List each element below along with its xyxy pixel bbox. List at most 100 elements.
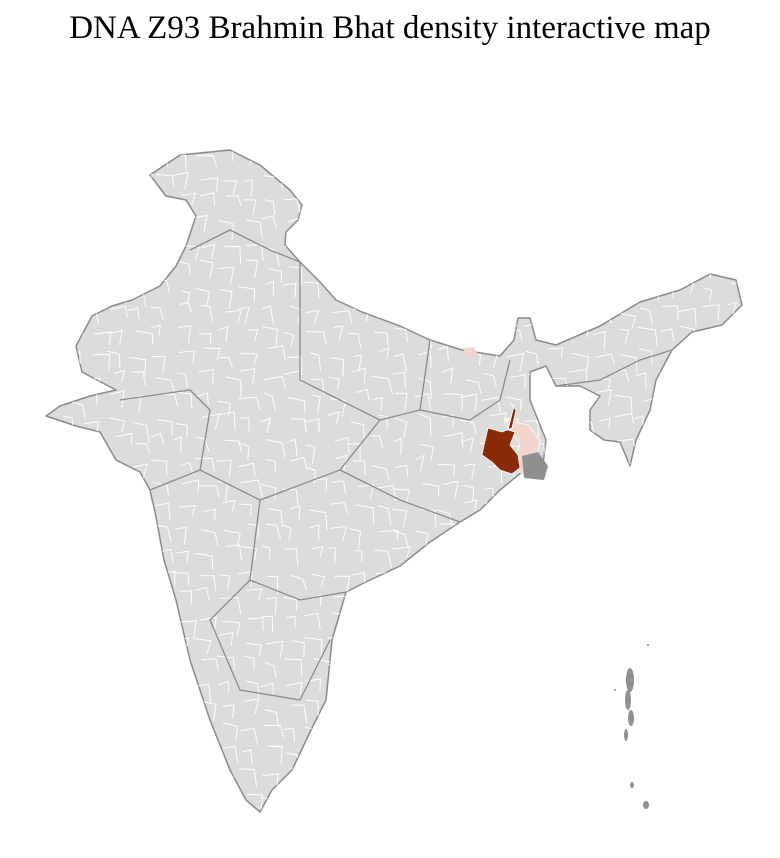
state-line: [555, 349, 673, 387]
district-line: [371, 750, 386, 768]
district-line: [458, 267, 477, 279]
district-line: [199, 259, 214, 279]
district-line: [109, 200, 128, 219]
district-line: [524, 155, 535, 173]
district-line: [378, 414, 388, 431]
district-line: [504, 677, 521, 696]
district-line: [106, 243, 126, 259]
district-line: [481, 532, 495, 552]
district-line: [246, 794, 264, 810]
district-line: [371, 640, 382, 659]
district-line: [282, 282, 297, 298]
district-line: [392, 546, 411, 558]
district-line: [348, 613, 362, 632]
district-line: [680, 721, 699, 739]
andaman-nicobar-islands: [614, 644, 649, 809]
district-line: [247, 617, 264, 631]
district-line: [596, 168, 606, 185]
district-line: [680, 745, 696, 759]
district-line: [614, 638, 630, 658]
district-line: [643, 196, 656, 213]
district-line: [287, 396, 306, 414]
island: [626, 668, 634, 692]
district-line: [415, 454, 425, 472]
district-line: [752, 767, 763, 784]
district-line: [46, 663, 54, 683]
district-line: [247, 329, 259, 342]
district-line: [115, 697, 128, 709]
district-line: [658, 219, 675, 236]
district-line: [702, 438, 717, 453]
district-line: [176, 550, 189, 563]
district-line: [198, 749, 211, 762]
district-line: [46, 698, 52, 715]
district-line: [203, 347, 221, 361]
district-line: [84, 793, 97, 809]
district-line: [592, 768, 612, 786]
district-line: [458, 612, 471, 628]
district-line: [151, 459, 168, 476]
district-line: [392, 371, 407, 389]
district-line: [701, 221, 721, 240]
low-density-district-north[interactable]: [463, 347, 478, 356]
district-line: [219, 411, 236, 431]
district-line: [349, 659, 368, 673]
district-line: [179, 301, 192, 313]
district-line: [395, 703, 415, 716]
district-line: [379, 529, 399, 541]
district-line: [482, 639, 500, 654]
district-line: [593, 508, 604, 526]
district-line: [241, 749, 254, 765]
district-line: [196, 392, 209, 405]
district-line: [725, 817, 740, 834]
district-line: [572, 684, 588, 698]
district-line: [311, 394, 321, 415]
district-line: [371, 465, 390, 481]
district-line: [198, 369, 214, 384]
district-line: [709, 179, 730, 198]
district-line: [594, 576, 616, 594]
district-line: [238, 286, 256, 303]
district-line: [636, 772, 646, 786]
district-line: [573, 608, 591, 627]
district-line: [443, 150, 463, 169]
district-line: [597, 456, 609, 470]
district-line: [313, 202, 326, 223]
district-line: [195, 214, 208, 233]
district-line: [179, 350, 195, 364]
state-line: [209, 579, 331, 701]
district-line: [325, 265, 342, 284]
district-line: [349, 527, 361, 549]
district-line: [400, 573, 413, 590]
district-line: [198, 795, 211, 812]
district-line: [618, 312, 636, 330]
district-line: [371, 241, 385, 255]
district-line: [267, 345, 286, 361]
district-line: [397, 683, 410, 703]
district-line: [175, 423, 188, 438]
district-line: [68, 195, 80, 207]
district-line: [640, 746, 656, 766]
district-line: [636, 597, 652, 617]
district-line: [48, 523, 60, 540]
district-line: [744, 507, 757, 519]
district-line: [599, 725, 610, 737]
district-line: [462, 193, 474, 213]
district-line: [177, 810, 191, 812]
district-line: [441, 193, 461, 207]
district-line: [620, 354, 638, 373]
high-density-districts[interactable]: [481, 402, 521, 475]
district-line: [638, 681, 654, 696]
district-line: [422, 730, 441, 745]
district-line: [754, 702, 767, 715]
district-line: [593, 702, 604, 723]
district-line: [150, 432, 165, 445]
district-line: [373, 396, 383, 411]
district-line: [437, 306, 455, 325]
district-line: [370, 180, 388, 195]
district-line: [62, 680, 80, 700]
district-line: [529, 547, 545, 564]
district-line: [128, 222, 140, 237]
district-line: [592, 331, 606, 350]
